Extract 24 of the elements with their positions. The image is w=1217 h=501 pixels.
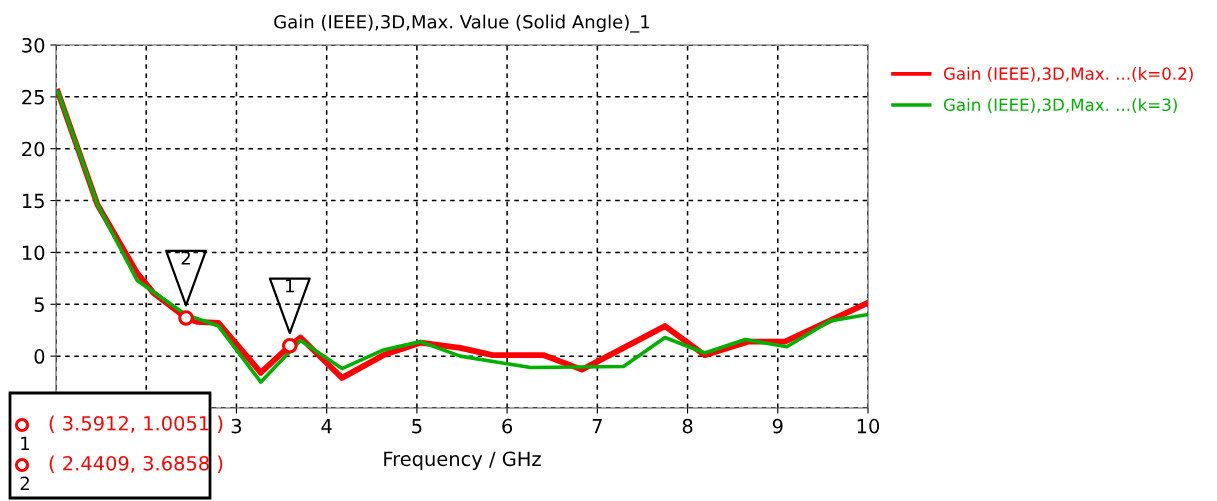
text: ( 3.5912, 1.0051 ) bbox=[49, 415, 223, 433]
text: 1 bbox=[21, 436, 30, 450]
annotation: 1 bbox=[286, 279, 294, 293]
x-tick-label: 10 bbox=[857, 418, 880, 434]
x-tick-label: 4 bbox=[321, 419, 332, 434]
text: 2 bbox=[20, 476, 29, 490]
y-tick-label: 10 bbox=[22, 245, 45, 261]
y-tick-label: 30 bbox=[22, 37, 45, 53]
x-tick-label: 5 bbox=[412, 419, 422, 434]
x-axis-title: Frequency / GHz bbox=[384, 451, 541, 470]
y-tick-label: 15 bbox=[22, 193, 44, 209]
y-tick-label: 0 bbox=[34, 349, 45, 364]
legend-label: Gain (IEEE),3D,Max. ...(k=3) bbox=[943, 98, 1177, 113]
chart-title: Gain (IEEE),3D,Max. Value (Solid Angle)_1 bbox=[274, 14, 650, 33]
text: ( 2.4409, 3.6858 ) bbox=[49, 455, 223, 473]
x-tick-label: 6 bbox=[502, 418, 513, 434]
x-tick-label: 9 bbox=[772, 418, 783, 434]
x-tick-label: 8 bbox=[682, 418, 693, 434]
y-tick-label: 5 bbox=[34, 297, 44, 312]
y-tick-label: 20 bbox=[22, 141, 45, 157]
x-tick-label: 3 bbox=[231, 418, 242, 434]
legend-label: Gain (IEEE),3D,Max. ...(k=0.2) bbox=[943, 67, 1193, 82]
x-tick-label: 7 bbox=[592, 419, 602, 434]
y-tick-label: 25 bbox=[22, 89, 44, 105]
